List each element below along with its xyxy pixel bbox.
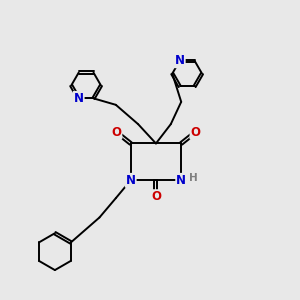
Text: O: O [190,126,200,139]
Text: O: O [111,126,122,139]
Text: N: N [175,54,185,67]
Text: O: O [151,190,161,203]
Text: N: N [74,92,84,105]
Text: N: N [126,174,136,187]
Text: H: H [189,173,198,183]
Text: N: N [176,174,186,187]
